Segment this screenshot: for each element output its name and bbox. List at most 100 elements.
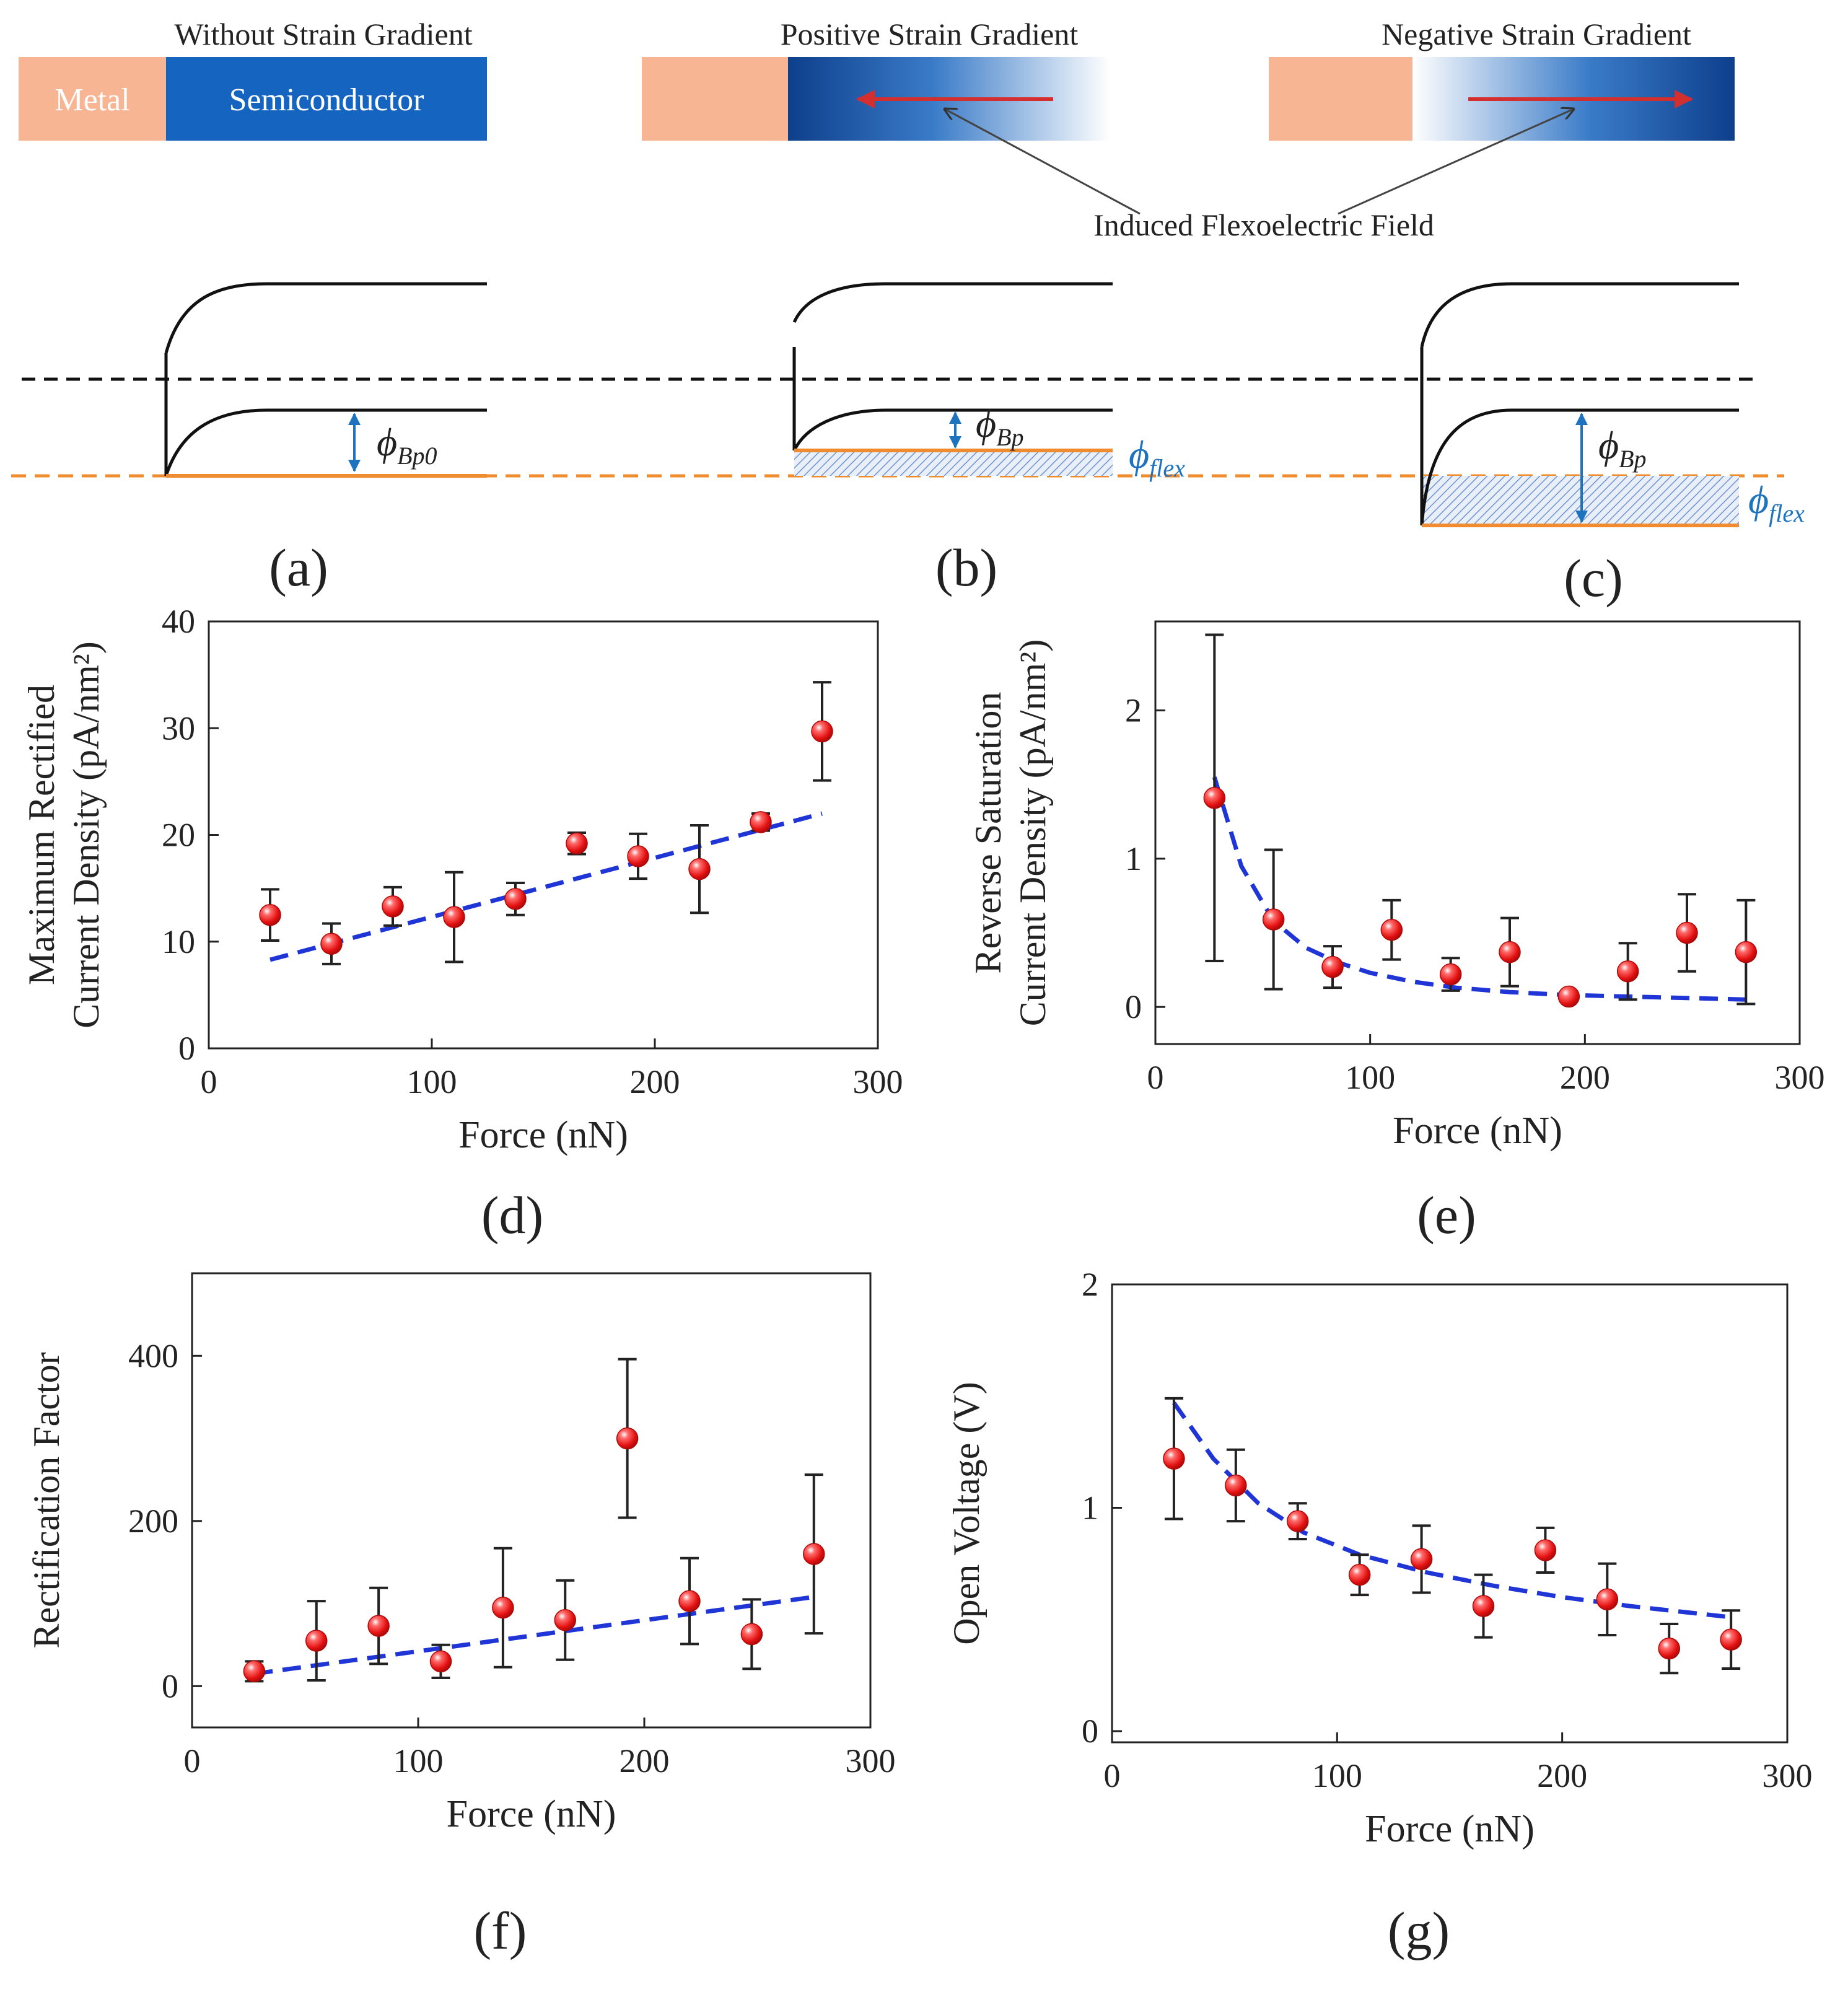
metal-block-c	[1269, 57, 1412, 141]
semiconductor-label: Semiconductor	[229, 82, 424, 118]
data-point	[688, 858, 711, 880]
metal-block-b	[642, 57, 788, 141]
header-a: Without Strain Gradient	[174, 17, 472, 51]
data-point	[1380, 918, 1403, 941]
x-tick-label: 300	[1763, 1757, 1813, 1794]
y-tick-label: 0	[1125, 988, 1142, 1025]
chart-e: 0 100 200 300 0 1 2 Force (nN) Reverse Saturatio…	[968, 620, 1825, 1245]
phi-label-a: ϕBp0	[377, 420, 437, 470]
data-point	[1321, 955, 1344, 978]
data-point	[1499, 941, 1521, 963]
data-point	[367, 1615, 390, 1637]
x-tick-label: 300	[853, 1063, 903, 1100]
data-point	[678, 1590, 701, 1612]
x-tick-label: 300	[1775, 1059, 1825, 1096]
flex-label-b: ϕflex	[1129, 432, 1185, 482]
data-point	[1262, 908, 1285, 931]
x-tick-label: 200	[1537, 1757, 1587, 1794]
y-tick-label: 40	[162, 603, 195, 640]
plot-frame	[1154, 620, 1801, 1045]
data-point	[811, 720, 833, 743]
x-tick-label: 100	[407, 1063, 457, 1100]
data-point	[1676, 921, 1698, 944]
chart-f: 0 100 200 300 0 200 400 Force (nN) Rectification…	[26, 1272, 896, 1960]
x-tick-label: 100	[1312, 1757, 1362, 1794]
panel-label: (f)	[474, 1901, 527, 1960]
data-point	[429, 1650, 452, 1673]
x-tick-label: 200	[620, 1742, 670, 1779]
phi-label-b: ϕBp	[976, 401, 1024, 451]
data-point	[1596, 1588, 1619, 1611]
data-point	[1410, 1548, 1433, 1571]
data-point	[554, 1608, 576, 1631]
data-point	[1720, 1628, 1742, 1651]
data-point	[1203, 787, 1226, 809]
plot-frame	[1111, 1283, 1789, 1744]
data-point	[803, 1543, 825, 1565]
y-tick-label: 30	[162, 709, 195, 747]
data-point	[1658, 1637, 1680, 1660]
y-axis-label: Current Density (pA/nm²)	[1012, 639, 1053, 1027]
flex-label-c: ϕflex	[1748, 478, 1805, 527]
fit-line	[269, 811, 823, 962]
band-diagram-b	[792, 282, 1113, 476]
data-point	[566, 832, 588, 855]
fit-line	[1172, 1402, 1732, 1620]
data-point	[1348, 1563, 1371, 1586]
annotation-text: Induced Flexoelectric Field	[1093, 208, 1434, 242]
panel-label-b: (b)	[935, 538, 997, 597]
data-point	[259, 903, 281, 926]
y-tick-label: 1	[1125, 840, 1142, 877]
x-axis-label: Force (nN)	[458, 1114, 628, 1156]
fit-line	[1212, 776, 1746, 1002]
x-tick-label: 0	[201, 1063, 217, 1100]
x-tick-label: 100	[393, 1742, 444, 1779]
y-tick-label: 200	[128, 1503, 178, 1540]
x-tick-label: 100	[1345, 1059, 1395, 1096]
data-point	[1557, 985, 1580, 1008]
data-point	[320, 932, 343, 955]
panel-label: (g)	[1388, 1901, 1450, 1960]
data-point	[1163, 1447, 1185, 1470]
y-tick-label: 0	[162, 1667, 178, 1705]
y-tick-label: 20	[162, 817, 195, 854]
data-point	[1225, 1474, 1247, 1497]
data-point	[1735, 941, 1758, 963]
chart-g: 0 100 200 300 0 1 2 Force (nN) Open Voltage (V) (…	[946, 1266, 1813, 1960]
annotation-pointer-b	[945, 109, 1141, 215]
plot-frame	[208, 620, 879, 1050]
data-point	[1472, 1595, 1495, 1617]
x-tick-label: 0	[1147, 1059, 1164, 1096]
y-tick-label: 0	[178, 1030, 195, 1067]
data-point	[443, 906, 465, 928]
data-point	[1439, 963, 1462, 986]
y-tick-label: 2	[1125, 692, 1142, 729]
y-axis-label: Rectification Factor	[26, 1352, 67, 1648]
data-point	[627, 845, 649, 867]
data-point	[504, 888, 527, 910]
x-tick-label: 200	[1560, 1059, 1610, 1096]
data-point	[1616, 960, 1639, 983]
panel-label-a: (a)	[269, 538, 328, 597]
panel-label: (d)	[481, 1185, 543, 1245]
x-axis-label: Force (nN)	[1365, 1808, 1535, 1850]
diagram: Without Strain Gradient Positive Strain …	[11, 17, 1805, 608]
plot-frame	[191, 1272, 872, 1729]
y-tick-label: 2	[1082, 1266, 1098, 1303]
y-axis-label: Reverse Saturation	[968, 692, 1009, 974]
semiconductor-block-a	[166, 57, 487, 141]
panel-label: (e)	[1417, 1185, 1476, 1245]
data-point	[243, 1660, 266, 1683]
data-point	[305, 1630, 328, 1652]
y-axis-label: Current Density (pA/nm²)	[66, 641, 107, 1029]
y-axis-label: Open Voltage (V)	[946, 1382, 987, 1644]
x-axis-label: Force (nN)	[447, 1793, 616, 1835]
band-diagram-a	[164, 282, 487, 478]
y-axis-label: Maximum Rectified	[21, 685, 62, 985]
y-tick-label: 0	[1082, 1713, 1098, 1750]
data-point	[740, 1623, 763, 1646]
data-point	[492, 1597, 514, 1619]
x-tick-label: 300	[846, 1742, 896, 1779]
panel-label-c: (c)	[1564, 548, 1622, 608]
